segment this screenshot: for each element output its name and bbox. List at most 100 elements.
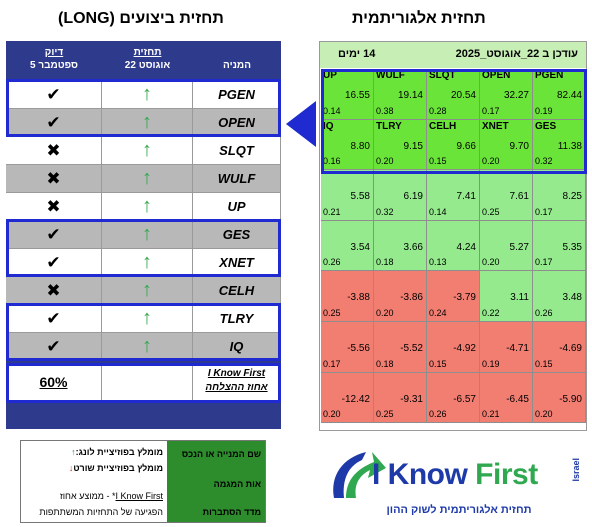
- legend-notes: מומלץ בפוזיציית לונג:↑ מומלץ בפוזיציית ש…: [21, 441, 167, 522]
- summary-row: 60% I Know First אחוז ההצלחה: [6, 363, 281, 401]
- up-arrow-icon: ↑: [102, 137, 193, 165]
- cell-probability: 0.16: [323, 156, 341, 167]
- table-row: ✔ ↑ TLRY: [6, 305, 281, 333]
- cell-probability: 0.22: [482, 307, 500, 318]
- success-rate-brand: I Know First: [207, 368, 266, 379]
- cell-ticker: OPEN: [482, 70, 511, 81]
- legend-item-signal: אות המגמה: [213, 479, 261, 489]
- accuracy-header-date: 5 ספטמבר: [29, 60, 79, 71]
- up-arrow-icon: ↑: [71, 447, 76, 457]
- heatmap-cell: -6.57 0.26: [427, 372, 480, 424]
- heatmap-cell: 3.48 0.26: [533, 271, 586, 322]
- cell-probability: 0.14: [429, 206, 447, 217]
- cell-probability: 0.17: [535, 257, 553, 268]
- up-arrow-icon: ↑: [102, 193, 193, 221]
- heatmap-cell: SLQT 20.54 0.28: [427, 69, 480, 120]
- table-row: ✔ ↑ XNET: [6, 249, 281, 277]
- legend-long: מומלץ בפוזיציית לונג:↑: [71, 447, 163, 457]
- algorithmic-title: תחזית אלגוריתמית: [352, 10, 486, 27]
- heatmap-cell: PGEN 82.44 0.19: [533, 69, 586, 120]
- heatmap-cell: -4.69 0.15: [533, 322, 586, 373]
- stock-ticker: WULF: [193, 165, 281, 193]
- cell-probability: 0.17: [323, 358, 341, 369]
- forecast-header-date: 22 אוגוסט: [124, 60, 171, 71]
- cell-probability: 0.20: [376, 156, 394, 167]
- success-rate-text: אחוז ההצלחה: [205, 382, 268, 393]
- cell-probability: 0.15: [535, 358, 553, 369]
- performance-title: תחזית ביצועים (LONG): [58, 10, 224, 27]
- cell-signal: -3.79: [453, 292, 476, 304]
- cell-probability: 0.28: [429, 105, 447, 116]
- table-row: ✖ ↑ UP: [6, 193, 281, 221]
- cell-signal: 82.44: [556, 90, 582, 101]
- stock-ticker: GES: [193, 221, 281, 249]
- check-icon: ✔: [6, 249, 102, 277]
- stock-ticker: UP: [193, 193, 281, 221]
- cell-probability: 0.17: [482, 105, 500, 116]
- stock-ticker: CELH: [193, 277, 281, 305]
- heatmap-cell: 3.11 0.22: [480, 271, 533, 322]
- cell-probability: 0.38: [376, 105, 394, 116]
- cell-signal: 5.58: [350, 191, 370, 203]
- forecast-horizon: 14 ימים: [338, 48, 376, 60]
- cell-probability: 0.18: [376, 358, 394, 369]
- cell-signal: 19.14: [397, 90, 423, 101]
- cell-signal: 7.41: [456, 191, 476, 203]
- heatmap-header: 14 ימים עודכן ב 22_אוגוסט_2025: [320, 42, 586, 68]
- updated-date: עודכן ב 22_אוגוסט_2025: [455, 48, 578, 60]
- cell-signal: 3.48: [562, 292, 582, 304]
- cell-probability: 0.21: [323, 206, 341, 217]
- legend-color-box: שם המנייה או הנכס אות המגמה מדד הסתברות: [167, 441, 265, 522]
- heatmap-cell: 7.61 0.25: [480, 170, 533, 221]
- stock-ticker: XNET: [193, 249, 281, 277]
- cell-signal: -6.57: [453, 393, 476, 405]
- up-arrow-icon: ↑: [102, 305, 193, 333]
- table-row: ✔ ↑ IQ: [6, 333, 281, 361]
- cell-probability: 0.20: [482, 156, 500, 167]
- performance-table: דיוק 5 ספטמבר תחזית 22 אוגוסט המניה ✔ ↑ PG…: [6, 41, 281, 429]
- cell-ticker: WULF: [376, 70, 405, 81]
- stock-ticker: OPEN: [193, 109, 281, 137]
- cell-signal: 6.19: [403, 191, 423, 203]
- cell-ticker: PGEN: [535, 70, 564, 81]
- cell-signal: -3.86: [400, 292, 423, 304]
- legend-accuracy-note-2: הפגיעה של התחזיות המשתתפות: [39, 507, 163, 517]
- logo-wordmark: I Know First: [372, 458, 538, 491]
- cell-signal: -3.88: [347, 292, 370, 304]
- heatmap-cell: 3.54 0.26: [321, 220, 374, 272]
- cell-probability: 0.17: [535, 206, 553, 217]
- cell-probability: 0.19: [535, 105, 553, 116]
- cross-icon: ✖: [6, 193, 102, 221]
- cell-probability: 0.19: [482, 358, 500, 369]
- cell-signal: 8.25: [562, 191, 582, 203]
- cell-signal: -5.56: [347, 343, 370, 354]
- cell-signal: 8.80: [350, 140, 370, 152]
- cell-probability: 0.20: [376, 307, 394, 318]
- heatmap-cell: WULF 19.14 0.38: [374, 69, 427, 120]
- stock-ticker: TLRY: [193, 305, 281, 333]
- cell-signal: 3.11: [510, 292, 529, 304]
- cell-signal: -12.42: [341, 393, 370, 405]
- table-row: ✔ ↑ GES: [6, 221, 281, 249]
- heatmap-cell: -3.88 0.25: [321, 271, 374, 322]
- table-row: ✖ ↑ WULF: [6, 165, 281, 193]
- cell-signal: 16.55: [344, 90, 370, 101]
- legend: מומלץ בפוזיציית לונג:↑ מומלץ בפוזיציית ש…: [20, 440, 266, 523]
- cell-signal: -4.71: [506, 343, 529, 354]
- check-icon: ✔: [6, 81, 102, 109]
- heatmap-cell: 5.58 0.21: [321, 170, 374, 221]
- cell-signal: -4.69: [559, 343, 582, 354]
- heatmap-cell: 8.25 0.17: [533, 170, 586, 221]
- up-arrow-icon: ↑: [102, 81, 193, 109]
- cell-signal: 5.27: [509, 241, 529, 253]
- table-row: ✖ ↑ SLQT: [6, 137, 281, 165]
- cell-probability: 0.20: [323, 409, 341, 420]
- cell-signal: -5.90: [559, 393, 582, 405]
- up-arrow-icon: ↑: [102, 221, 193, 249]
- heatmap-cell: 4.24 0.13: [427, 220, 480, 272]
- heatmap-cell: OPEN 32.27 0.17: [480, 69, 533, 120]
- heatmap-cell: -5.90 0.20: [533, 372, 586, 424]
- heatmap-cell: -3.86 0.20: [374, 271, 427, 322]
- stock-ticker: IQ: [193, 333, 281, 361]
- cell-ticker: GES: [535, 120, 557, 132]
